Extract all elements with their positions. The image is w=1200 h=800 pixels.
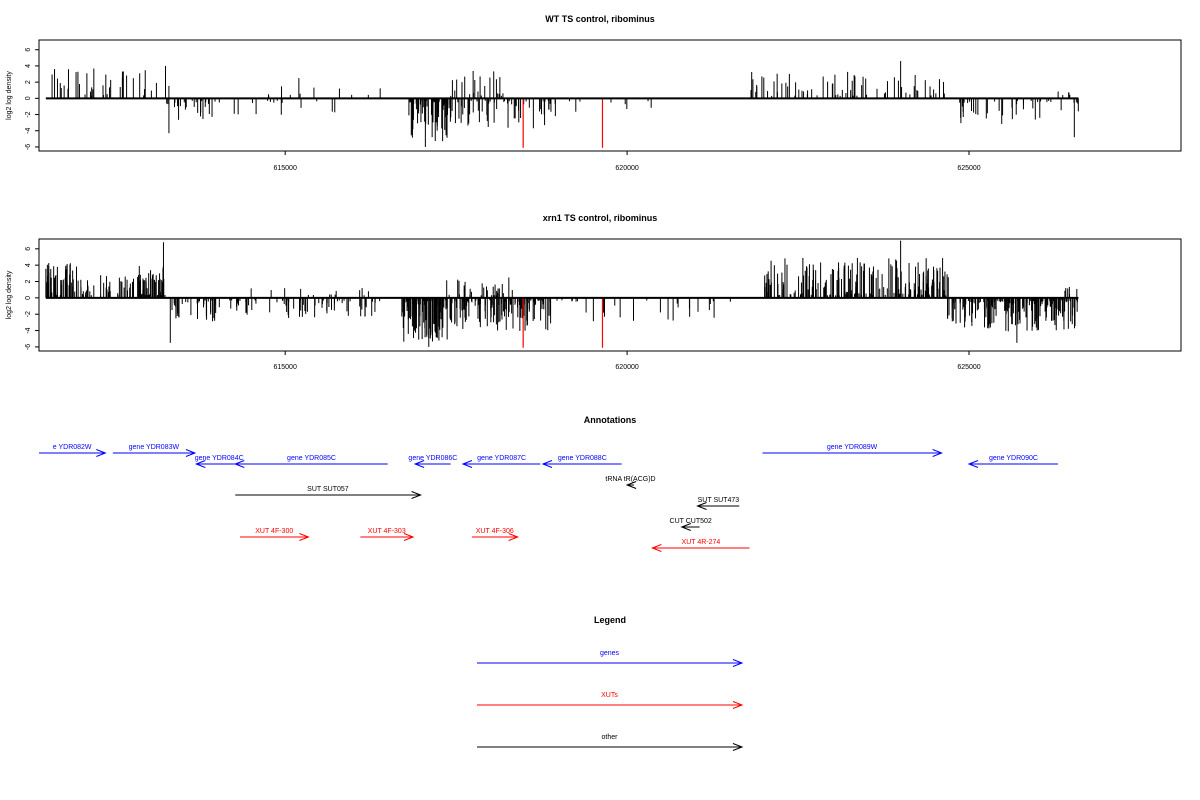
annotation-feature: gene YDR084C bbox=[195, 455, 244, 468]
density-bars bbox=[51, 61, 1079, 147]
y-tick-label: 6 bbox=[25, 247, 32, 251]
annotation-feature: SUT SUT473 bbox=[696, 497, 740, 510]
annotation-label: e YDR082W bbox=[53, 444, 92, 451]
y-tick-label: -4 bbox=[25, 128, 32, 134]
annotation-label: CUT CUT502 bbox=[670, 518, 712, 525]
annotation-label: gene YDR083W bbox=[129, 444, 180, 451]
annotation-feature: gene YDR088C bbox=[541, 455, 622, 468]
x-tick-label: 615000 bbox=[273, 364, 296, 371]
legend-panel: Legend genes XUTs other bbox=[477, 615, 744, 751]
annotation-label: gene YDR087C bbox=[477, 455, 526, 462]
y-axis-label: log2 log density bbox=[6, 71, 13, 120]
annotation-label: XUT 4F-300 bbox=[255, 528, 293, 535]
x-tick-label: 620000 bbox=[615, 165, 638, 172]
x-tick-label: 625000 bbox=[957, 165, 980, 172]
annotation-label: SUT SUT473 bbox=[698, 497, 740, 504]
annotation-feature: gene YDR083W bbox=[112, 444, 197, 457]
annotation-feature: gene YDR089W bbox=[762, 444, 944, 457]
y-tick-label: 4 bbox=[25, 64, 32, 68]
annotation-label: XUT 4F-303 bbox=[368, 528, 406, 535]
y-tick-label: -6 bbox=[25, 344, 32, 350]
annotation-label: SUT SUT057 bbox=[307, 486, 349, 493]
legend-label: genes bbox=[600, 650, 620, 657]
y-axis-label: log2 log density bbox=[6, 270, 13, 319]
y-tick-label: 0 bbox=[25, 296, 32, 300]
y-tick-label: 0 bbox=[25, 96, 32, 100]
annotation-label: gene YDR089W bbox=[827, 444, 878, 451]
x-tick-label: 625000 bbox=[957, 364, 980, 371]
annotation-feature: gene YDR087C bbox=[461, 455, 541, 468]
legend-entry: XUTs bbox=[477, 692, 744, 709]
y-tick-label: -6 bbox=[25, 144, 32, 150]
y-tick-label: 2 bbox=[25, 80, 32, 84]
y-tick-label: -2 bbox=[25, 311, 32, 317]
annotation-feature: gene YDR090C bbox=[967, 455, 1058, 468]
annotation-feature: XUT 4F-303 bbox=[360, 528, 415, 541]
legend-label: other bbox=[602, 734, 619, 741]
annotation-feature: gene YDR086C bbox=[408, 455, 457, 468]
annotations-track: Annotations e YDR082W gene YDR083W gene YDR… bbox=[39, 415, 1058, 552]
panel-title: WT TS control, ribominus bbox=[545, 14, 655, 24]
annotation-feature: tRNA tR(ACG)D bbox=[605, 476, 656, 489]
annotation-label: XUT 4F-306 bbox=[476, 528, 514, 535]
y-tick-label: -2 bbox=[25, 111, 32, 117]
density-panel: xrn1 TS control, ribominus log2 log densi… bbox=[6, 213, 1182, 371]
annotation-feature: XUT 4R-274 bbox=[651, 539, 750, 552]
legend-entry: other bbox=[477, 734, 744, 751]
y-tick-label: 2 bbox=[25, 279, 32, 283]
annotation-label: gene YDR086C bbox=[408, 455, 457, 462]
panel-title: xrn1 TS control, ribominus bbox=[543, 213, 658, 223]
legend-title: Legend bbox=[594, 615, 626, 625]
density-panels: WT TS control, ribominus log2 log density… bbox=[6, 14, 1182, 371]
annotation-feature: gene YDR085C bbox=[233, 455, 388, 468]
plot-frame bbox=[38, 39, 1182, 152]
x-tick-label: 615000 bbox=[273, 165, 296, 172]
y-tick-label: 6 bbox=[25, 48, 32, 52]
annotation-feature: SUT SUT057 bbox=[235, 486, 422, 499]
annotation-label: XUT 4R-274 bbox=[682, 539, 721, 546]
plot-frame bbox=[38, 238, 1182, 352]
y-tick-label: 4 bbox=[25, 263, 32, 267]
annotation-label: gene YDR085C bbox=[287, 455, 336, 462]
annotation-label: tRNA tR(ACG)D bbox=[605, 476, 655, 483]
annotation-label: gene YDR088C bbox=[558, 455, 607, 462]
legend-entry: genes bbox=[477, 650, 744, 667]
density-panel: WT TS control, ribominus log2 log density… bbox=[6, 14, 1182, 172]
annotation-label: gene YDR084C bbox=[195, 455, 244, 462]
annotation-feature: XUT 4F-300 bbox=[240, 528, 310, 541]
y-tick-label: -4 bbox=[25, 327, 32, 333]
annotation-feature: e YDR082W bbox=[39, 444, 107, 457]
annotations-title: Annotations bbox=[584, 415, 637, 425]
annotation-label: gene YDR090C bbox=[989, 455, 1038, 462]
density-bars bbox=[45, 240, 1078, 347]
annotation-feature: CUT CUT502 bbox=[670, 518, 712, 531]
annotation-feature: XUT 4F-306 bbox=[471, 528, 520, 541]
x-tick-label: 620000 bbox=[615, 364, 638, 371]
legend-label: XUTs bbox=[601, 692, 618, 699]
